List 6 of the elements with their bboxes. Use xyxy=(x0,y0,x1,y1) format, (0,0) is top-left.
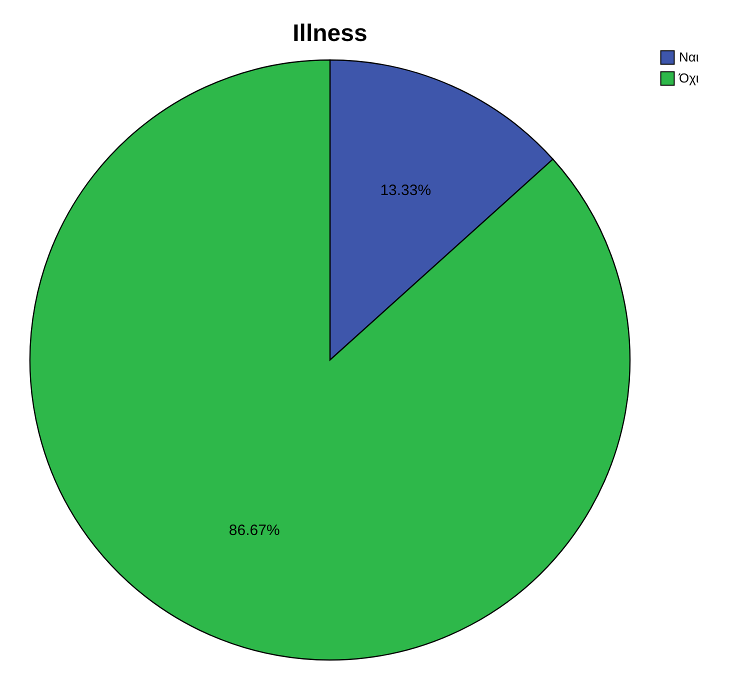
data-label: 86.67% xyxy=(228,522,280,539)
legend-label: Ναι xyxy=(679,50,699,64)
chart-title: Illness xyxy=(292,20,368,47)
data-label: 13.33% xyxy=(380,182,432,200)
legend-label: Όχι xyxy=(678,70,699,86)
pie-slice xyxy=(29,59,630,660)
